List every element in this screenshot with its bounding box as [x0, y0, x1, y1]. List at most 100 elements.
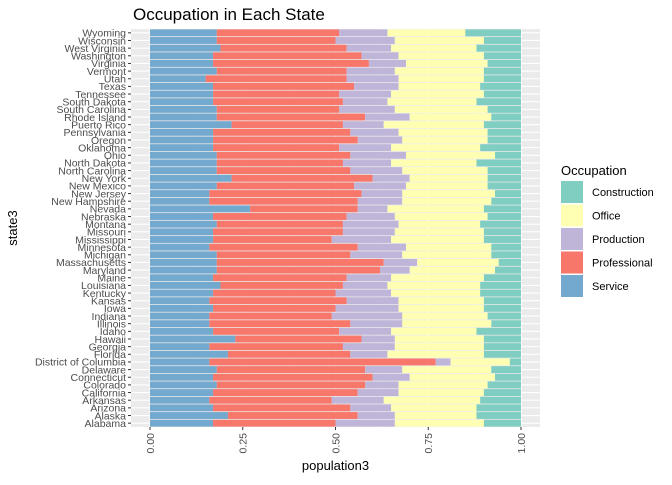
bar-professional-idaho — [213, 327, 340, 335]
bar-service-california — [150, 389, 214, 397]
y-tick-label: New Mexico — [69, 181, 126, 193]
bar-office-montana — [398, 220, 481, 228]
bar-production-indiana — [331, 312, 403, 320]
y-tick-label: Texas — [99, 81, 126, 93]
bar-professional-north-dakota — [216, 159, 343, 167]
bar-production-california — [357, 389, 399, 397]
bar-production-mississippi — [331, 236, 392, 243]
bar-service-indiana — [150, 312, 210, 320]
bar-construction-vermont — [483, 67, 521, 75]
bar-service-wyoming — [150, 29, 217, 37]
bar-production-south-dakota — [342, 98, 388, 106]
bar-service-mississippi — [150, 236, 214, 243]
bar-professional-nebraska — [213, 213, 347, 220]
bar-service-nevada — [150, 205, 251, 213]
bar-construction-arizona — [476, 404, 521, 412]
bar-service-florida — [150, 350, 228, 358]
bar-professional-new-mexico — [216, 182, 355, 190]
bar-office-wyoming — [387, 29, 466, 37]
bar-professional-connecticut — [213, 373, 373, 381]
y-tick-label: Arizona — [90, 403, 126, 415]
bar-professional-new-hampshire — [209, 197, 358, 205]
bar-production-montana — [342, 220, 399, 228]
bar-service-idaho — [150, 327, 214, 335]
bar-service-kansas — [150, 297, 210, 305]
bar-construction-indiana — [487, 312, 521, 320]
bar-office-north-dakota — [391, 159, 477, 167]
bar-construction-new-jersey — [495, 190, 521, 198]
x-tick-label: 0.50 — [330, 433, 342, 454]
bar-service-vermont — [150, 67, 217, 75]
bar-construction-colorado — [487, 381, 521, 389]
bar-professional-alabama — [213, 419, 336, 427]
bar-construction-rhode-island — [491, 113, 521, 121]
bar-office-pennsylvania — [398, 128, 488, 136]
bar-production-texas — [354, 82, 399, 90]
bar-construction-connecticut — [495, 373, 521, 381]
bar-service-oklahoma — [150, 144, 214, 152]
y-tick-label: Iowa — [104, 303, 126, 315]
bar-service-massachusetts — [150, 258, 217, 266]
bar-office-california — [398, 389, 484, 397]
y-tick-label: Illinois — [97, 318, 126, 330]
x-tick-label: 0.25 — [238, 433, 250, 454]
bar-professional-texas — [213, 82, 355, 90]
bar-service-tennessee — [150, 90, 214, 98]
bar-construction-maryland — [495, 266, 521, 274]
bar-service-north-carolina — [150, 167, 217, 175]
bar-office-washington — [398, 52, 484, 60]
bar-construction-arkansas — [480, 396, 521, 404]
bar-office-iowa — [398, 304, 484, 312]
y-tick-label: Florida — [94, 349, 126, 361]
bar-service-west-virginia — [150, 44, 221, 52]
y-tick-label: District of Columbia — [35, 357, 126, 369]
bar-service-missouri — [150, 228, 214, 236]
bar-production-wyoming — [339, 29, 388, 37]
y-tick-label: Montana — [85, 219, 126, 231]
bar-production-nevada — [357, 205, 388, 213]
bar-construction-delaware — [491, 366, 521, 374]
bar-office-kansas — [398, 297, 484, 305]
y-tick-label: Nevada — [90, 204, 126, 216]
y-tick-label: North Carolina — [58, 165, 126, 177]
bar-production-maryland — [380, 266, 410, 274]
y-tick-label: Maine — [97, 273, 126, 285]
bar-professional-tennessee — [213, 90, 340, 98]
bar-professional-oregon — [213, 136, 358, 144]
x-tick-label: 0.75 — [423, 433, 435, 454]
bar-professional-pennsylvania — [213, 128, 351, 136]
bar-service-new-york — [150, 174, 232, 182]
bar-production-washington — [361, 52, 399, 60]
bar-production-maine — [346, 274, 392, 282]
legend-label-construction: Construction — [592, 187, 654, 199]
bar-service-georgia — [150, 343, 210, 351]
bar-production-georgia — [342, 343, 395, 351]
y-tick-label: Idaho — [100, 326, 126, 338]
legend-label-production: Production — [592, 234, 645, 246]
bar-office-utah — [398, 75, 484, 83]
bar-office-new-jersey — [402, 190, 496, 198]
bar-production-virginia — [368, 59, 406, 67]
bar-service-south-carolina — [150, 105, 217, 113]
bar-professional-minnesota — [209, 243, 358, 251]
y-tick-label: Wisconsin — [78, 35, 126, 47]
bar-service-district-of-columbia — [150, 358, 210, 366]
bar-production-north-carolina — [350, 167, 403, 175]
bar-service-washington — [150, 52, 214, 60]
bar-production-illinois — [350, 320, 403, 328]
y-tick-label: Utah — [104, 74, 126, 86]
bar-production-new-jersey — [361, 190, 403, 198]
bar-service-texas — [150, 82, 214, 90]
x-axis: 0.00 0.25 0.50 0.75 1.00 — [145, 427, 528, 453]
bar-construction-michigan — [491, 251, 521, 259]
y-tick-label: Colorado — [83, 380, 126, 392]
y-tick-label: Oregon — [91, 135, 126, 147]
bar-service-montana — [150, 220, 217, 228]
bar-service-north-dakota — [150, 159, 217, 167]
bar-professional-delaware — [216, 366, 366, 374]
bar-production-massachusetts — [383, 258, 418, 266]
bar-production-north-dakota — [342, 159, 392, 167]
bar-service-ohio — [150, 151, 217, 159]
bar-office-alabama — [394, 419, 484, 427]
bar-service-south-dakota — [150, 98, 214, 106]
